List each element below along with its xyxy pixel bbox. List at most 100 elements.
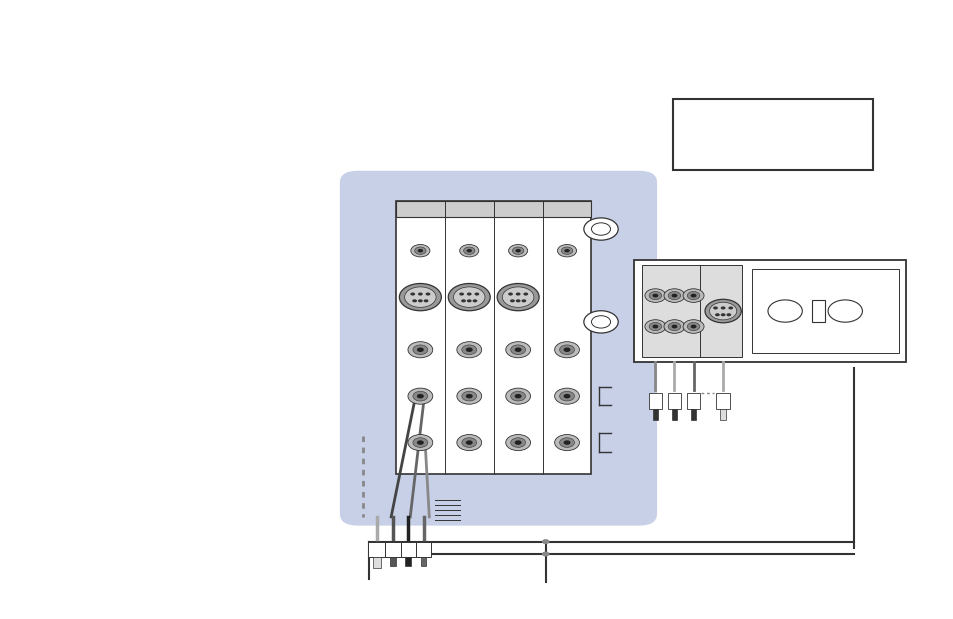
Bar bbox=[395, 201, 591, 217]
Circle shape bbox=[515, 249, 520, 253]
Circle shape bbox=[423, 300, 428, 303]
Circle shape bbox=[682, 320, 703, 334]
Bar bbox=[720, 409, 725, 420]
Circle shape bbox=[512, 247, 523, 254]
Circle shape bbox=[591, 316, 610, 328]
Circle shape bbox=[690, 324, 696, 329]
Circle shape bbox=[554, 435, 578, 451]
Circle shape bbox=[554, 342, 578, 358]
Circle shape bbox=[827, 300, 862, 322]
Bar bbox=[373, 557, 380, 568]
Circle shape bbox=[456, 342, 481, 358]
Circle shape bbox=[583, 218, 618, 240]
Circle shape bbox=[667, 322, 680, 331]
Circle shape bbox=[417, 293, 422, 296]
Bar bbox=[368, 542, 385, 557]
Circle shape bbox=[404, 287, 436, 308]
Circle shape bbox=[720, 306, 724, 310]
Circle shape bbox=[460, 300, 465, 303]
Circle shape bbox=[413, 438, 427, 448]
Circle shape bbox=[413, 391, 427, 401]
Circle shape bbox=[559, 391, 574, 401]
Circle shape bbox=[465, 440, 473, 445]
Circle shape bbox=[472, 300, 476, 303]
Circle shape bbox=[564, 249, 569, 253]
Bar bbox=[672, 99, 872, 170]
Circle shape bbox=[461, 391, 476, 401]
Bar bbox=[420, 557, 426, 566]
Circle shape bbox=[465, 347, 473, 352]
Bar bbox=[634, 260, 905, 362]
Circle shape bbox=[648, 292, 661, 300]
Circle shape bbox=[416, 394, 423, 399]
Circle shape bbox=[559, 438, 574, 448]
Circle shape bbox=[417, 249, 422, 253]
Circle shape bbox=[559, 345, 574, 355]
Circle shape bbox=[541, 539, 549, 544]
Bar bbox=[690, 409, 696, 420]
Circle shape bbox=[516, 293, 520, 296]
Circle shape bbox=[411, 245, 430, 257]
Circle shape bbox=[456, 435, 481, 451]
Bar bbox=[686, 393, 700, 409]
Circle shape bbox=[461, 345, 476, 355]
Circle shape bbox=[415, 247, 426, 254]
Circle shape bbox=[560, 247, 572, 254]
Circle shape bbox=[410, 293, 415, 296]
Circle shape bbox=[510, 300, 515, 303]
Circle shape bbox=[416, 440, 423, 445]
Circle shape bbox=[690, 293, 696, 298]
Circle shape bbox=[521, 300, 526, 303]
Circle shape bbox=[505, 435, 530, 451]
Circle shape bbox=[413, 345, 427, 355]
Circle shape bbox=[652, 324, 658, 329]
Bar bbox=[652, 409, 658, 420]
Circle shape bbox=[453, 287, 484, 308]
Circle shape bbox=[474, 293, 478, 296]
Bar bbox=[667, 393, 680, 409]
Circle shape bbox=[514, 394, 521, 399]
Circle shape bbox=[686, 292, 700, 300]
Circle shape bbox=[563, 440, 570, 445]
Circle shape bbox=[715, 313, 719, 316]
Circle shape bbox=[541, 552, 549, 556]
Circle shape bbox=[466, 249, 472, 253]
Circle shape bbox=[648, 322, 661, 331]
Bar bbox=[671, 409, 677, 420]
Circle shape bbox=[456, 388, 481, 404]
Bar bbox=[648, 393, 661, 409]
Circle shape bbox=[510, 391, 525, 401]
Circle shape bbox=[416, 347, 423, 352]
Circle shape bbox=[399, 284, 441, 311]
Bar bbox=[751, 269, 898, 353]
Circle shape bbox=[644, 289, 665, 303]
Circle shape bbox=[591, 223, 610, 235]
Circle shape bbox=[767, 300, 801, 322]
Circle shape bbox=[417, 300, 422, 303]
Circle shape bbox=[448, 284, 490, 311]
Circle shape bbox=[505, 342, 530, 358]
Circle shape bbox=[408, 342, 433, 358]
Circle shape bbox=[461, 438, 476, 448]
Circle shape bbox=[514, 440, 521, 445]
Circle shape bbox=[557, 245, 576, 257]
Bar bbox=[390, 557, 395, 566]
FancyBboxPatch shape bbox=[340, 171, 656, 525]
Circle shape bbox=[704, 300, 740, 323]
Circle shape bbox=[663, 289, 684, 303]
Circle shape bbox=[458, 293, 463, 296]
Circle shape bbox=[408, 435, 433, 451]
Bar bbox=[641, 265, 741, 357]
Bar bbox=[811, 300, 824, 322]
Circle shape bbox=[412, 300, 416, 303]
Bar bbox=[395, 201, 591, 474]
Circle shape bbox=[466, 300, 471, 303]
Circle shape bbox=[514, 347, 521, 352]
Circle shape bbox=[463, 247, 475, 254]
Circle shape bbox=[686, 322, 700, 331]
Circle shape bbox=[663, 320, 684, 334]
Circle shape bbox=[497, 284, 538, 311]
Circle shape bbox=[459, 245, 478, 257]
Bar bbox=[385, 542, 400, 557]
Circle shape bbox=[502, 287, 534, 308]
